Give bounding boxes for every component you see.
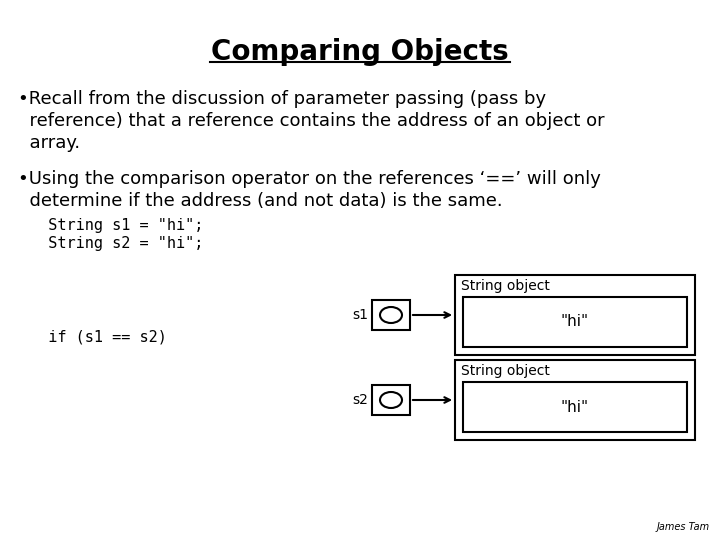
Ellipse shape <box>380 307 402 323</box>
Text: String s1 = "hi";: String s1 = "hi"; <box>30 218 203 233</box>
Text: array.: array. <box>18 134 80 152</box>
Text: s1: s1 <box>352 308 368 322</box>
Bar <box>372 385 410 415</box>
Text: Comparing Objects: Comparing Objects <box>211 38 509 66</box>
Text: James Tam: James Tam <box>657 522 710 532</box>
Text: determine if the address (and not data) is the same.: determine if the address (and not data) … <box>18 192 503 210</box>
Bar <box>455 275 695 355</box>
Text: "hi": "hi" <box>561 314 589 329</box>
Text: if (s1 == s2): if (s1 == s2) <box>30 330 167 345</box>
Text: •Recall from the discussion of parameter passing (pass by: •Recall from the discussion of parameter… <box>18 90 546 108</box>
Bar <box>372 300 410 330</box>
Text: s2: s2 <box>352 393 368 407</box>
Text: •Using the comparison operator on the references ‘==’ will only: •Using the comparison operator on the re… <box>18 170 601 188</box>
Text: String object: String object <box>461 279 550 293</box>
Ellipse shape <box>380 392 402 408</box>
Bar <box>455 360 695 440</box>
Text: "hi": "hi" <box>561 400 589 415</box>
Text: String object: String object <box>461 364 550 378</box>
Bar <box>463 382 687 432</box>
Text: reference) that a reference contains the address of an object or: reference) that a reference contains the… <box>18 112 605 130</box>
Text: String s2 = "hi";: String s2 = "hi"; <box>30 236 203 251</box>
Bar <box>463 297 687 347</box>
